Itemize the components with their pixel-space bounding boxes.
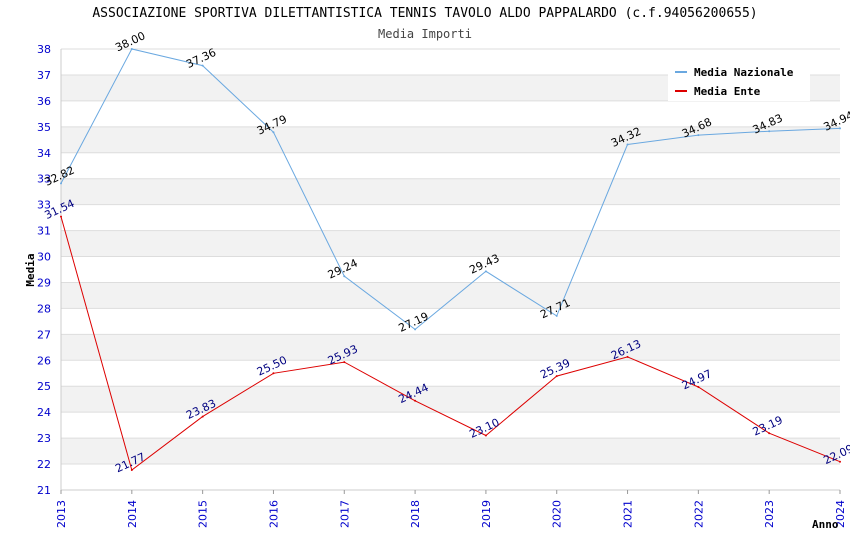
data-label: 27.19 [397, 310, 431, 335]
y-tick-label: 35 [37, 121, 51, 134]
grid-lines [60, 48, 840, 491]
data-point [343, 275, 346, 278]
y-tick-label: 33 [37, 173, 51, 186]
data-label: 37.36 [184, 46, 218, 71]
data-point [130, 48, 133, 50]
y-tick-label: 23 [37, 432, 51, 445]
x-tick-label: 2015 [197, 500, 210, 528]
data-point [60, 215, 62, 218]
legend-box [668, 61, 810, 101]
grid-bands [61, 74, 840, 465]
y-tick-label: 34 [37, 147, 51, 160]
y-tick-label: 22 [37, 458, 51, 471]
x-axis-label: Anno [812, 518, 839, 531]
series-lines [60, 48, 841, 472]
data-point [768, 432, 771, 435]
data-point [343, 361, 346, 364]
data-point [201, 64, 204, 67]
series-line [60, 216, 841, 471]
legend: Media Nazionale Media Ente [668, 61, 810, 101]
grid-band [61, 282, 840, 309]
grid-band [61, 230, 840, 257]
data-point [414, 399, 417, 402]
x-axis-ticks: 2013 2014 2015 2016 2017 2018 2019 2020 2021 2022… [55, 490, 847, 528]
grid-band [61, 438, 840, 465]
y-tick-label: 26 [37, 354, 51, 367]
data-label: 29.24 [326, 257, 360, 282]
data-point [555, 375, 558, 378]
x-tick-label: 2013 [55, 500, 68, 528]
data-point [839, 460, 841, 463]
x-tick-label: 2014 [126, 500, 139, 528]
data-point [555, 314, 558, 317]
x-tick-label: 2021 [622, 500, 635, 528]
data-point [201, 415, 204, 418]
y-axis-label: Media [24, 253, 37, 286]
x-tick-label: 2018 [409, 500, 422, 528]
x-tick-label: 2023 [763, 500, 776, 528]
grid-band [61, 334, 840, 361]
grid-band [61, 386, 840, 413]
y-tick-label: 21 [37, 484, 51, 497]
data-point [130, 469, 133, 472]
y-tick-label: 27 [37, 328, 51, 341]
y-tick-label: 37 [37, 69, 51, 82]
y-tick-label: 36 [37, 95, 51, 108]
data-point [839, 127, 841, 130]
data-point [626, 143, 629, 146]
data-point [484, 434, 487, 437]
data-point [414, 328, 417, 331]
y-tick-label: 31 [37, 225, 51, 238]
grid-band [61, 178, 840, 205]
grid-band [61, 126, 840, 153]
x-tick-label: 2019 [480, 500, 493, 528]
data-label: 23.19 [751, 413, 785, 438]
data-point [60, 182, 62, 185]
legend-entry: Media Nazionale [694, 66, 794, 79]
x-tick-label: 2016 [267, 500, 280, 528]
series-line [60, 48, 841, 331]
x-tick-label: 2022 [692, 500, 705, 528]
chart-title: ASSOCIAZIONE SPORTIVA DILETTANTISTICA TE… [92, 6, 758, 21]
x-tick-label: 2017 [338, 500, 351, 528]
y-tick-label: 29 [37, 276, 51, 289]
y-axis-ticks: 21 22 23 24 25 26 27 28 29 30 31 33 33 34 35 36 37 38 [37, 43, 51, 497]
y-tick-label: 24 [37, 406, 51, 419]
data-label: 23.10 [467, 416, 501, 441]
data-point [272, 131, 275, 134]
data-label: 38.00 [113, 29, 147, 54]
data-point [697, 134, 700, 137]
x-tick-label: 2024 [834, 500, 847, 528]
legend-entry: Media Ente [694, 85, 761, 98]
data-point [697, 386, 700, 389]
data-point [272, 372, 275, 375]
y-tick-label: 30 [37, 251, 51, 264]
chart-subtitle: Media Importi [378, 27, 472, 41]
x-tick-label: 2020 [551, 500, 564, 528]
data-point [768, 130, 771, 133]
data-point [484, 270, 487, 273]
y-tick-label: 28 [37, 302, 51, 315]
data-point [626, 355, 629, 358]
y-tick-label: 33 [37, 199, 51, 212]
y-tick-label: 25 [37, 380, 51, 393]
y-tick-label: 38 [37, 43, 51, 56]
